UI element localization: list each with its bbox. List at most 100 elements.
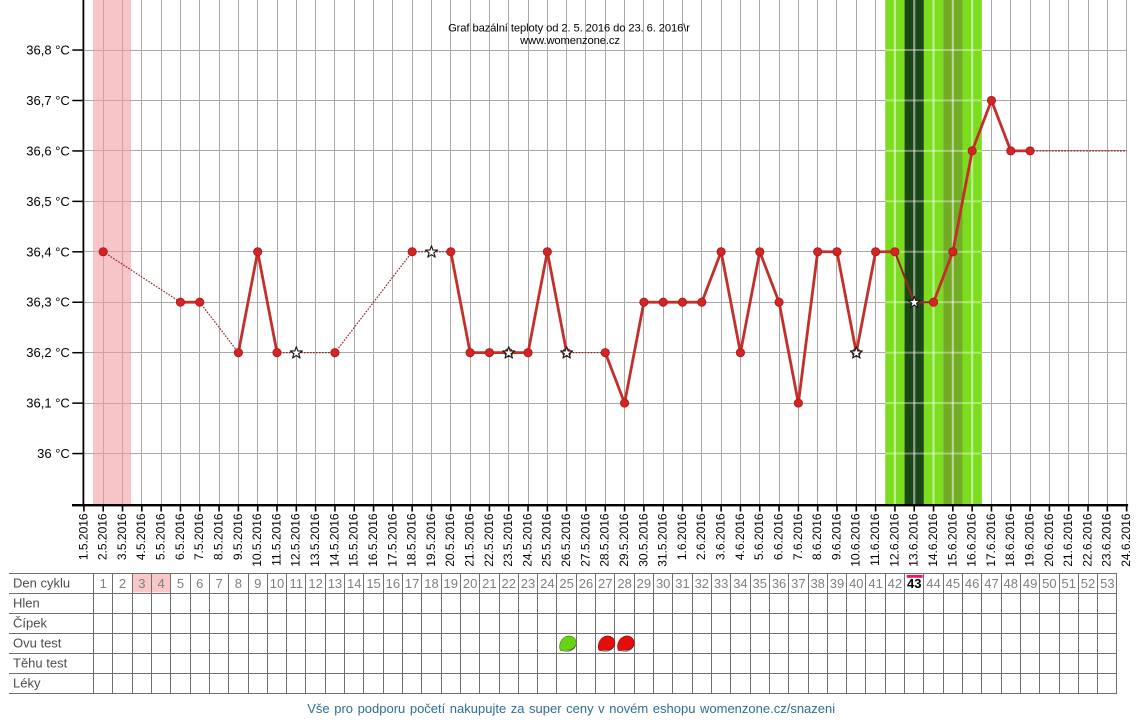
svg-text:7.6.2016: 7.6.2016 — [791, 513, 805, 560]
svg-text:www.womenzone.cz: www.womenzone.cz — [519, 35, 620, 47]
svg-text:4.6.2016: 4.6.2016 — [733, 513, 747, 560]
svg-text:36,4 °C: 36,4 °C — [26, 244, 70, 259]
svg-text:17.6.2016: 17.6.2016 — [984, 513, 998, 567]
svg-text:11.5.2016: 11.5.2016 — [269, 513, 283, 566]
svg-text:6: 6 — [196, 576, 203, 591]
svg-text:38: 38 — [810, 576, 824, 591]
svg-text:15.5.2016: 15.5.2016 — [347, 513, 361, 567]
svg-text:9: 9 — [254, 576, 261, 591]
svg-text:28.5.2016: 28.5.2016 — [598, 513, 612, 567]
svg-text:46: 46 — [965, 576, 979, 591]
svg-text:23: 23 — [521, 576, 535, 591]
svg-text:Graf bazální teploty od 2. 5.: Graf bazální teploty od 2. 5. 2016 do 23… — [448, 22, 690, 34]
svg-text:20: 20 — [463, 576, 477, 591]
svg-text:29.5.2016: 29.5.2016 — [617, 513, 631, 567]
svg-text:3.6.2016: 3.6.2016 — [714, 513, 728, 560]
svg-text:15.6.2016: 15.6.2016 — [945, 513, 959, 567]
svg-text:5.5.2016: 5.5.2016 — [154, 513, 168, 560]
svg-text:Den cyklu: Den cyklu — [13, 576, 70, 591]
svg-text:23.5.2016: 23.5.2016 — [501, 513, 515, 567]
svg-text:12: 12 — [308, 576, 322, 591]
svg-text:10.6.2016: 10.6.2016 — [849, 513, 863, 567]
svg-text:53: 53 — [1100, 576, 1114, 591]
svg-text:10.5.2016: 10.5.2016 — [250, 513, 264, 567]
svg-text:47: 47 — [984, 576, 998, 591]
svg-text:18: 18 — [424, 576, 438, 591]
svg-text:14.5.2016: 14.5.2016 — [327, 513, 341, 567]
svg-text:2.5.2016: 2.5.2016 — [96, 513, 110, 560]
svg-text:8.5.2016: 8.5.2016 — [211, 513, 225, 560]
svg-text:35: 35 — [753, 576, 767, 591]
svg-text:6.6.2016: 6.6.2016 — [771, 513, 785, 560]
svg-text:17: 17 — [405, 576, 419, 591]
svg-text:50: 50 — [1042, 576, 1056, 591]
svg-text:20.6.2016: 20.6.2016 — [1042, 513, 1056, 567]
svg-text:7: 7 — [215, 576, 222, 591]
svg-text:34: 34 — [733, 576, 747, 591]
svg-text:18.5.2016: 18.5.2016 — [405, 513, 419, 567]
svg-text:10: 10 — [270, 576, 284, 591]
svg-text:2: 2 — [119, 576, 126, 591]
svg-text:14.6.2016: 14.6.2016 — [926, 513, 940, 567]
svg-text:40: 40 — [849, 576, 863, 591]
svg-text:37: 37 — [791, 576, 805, 591]
svg-text:16.6.2016: 16.6.2016 — [965, 513, 979, 567]
svg-text:19: 19 — [444, 576, 458, 591]
svg-text:1.6.2016: 1.6.2016 — [675, 513, 689, 560]
svg-text:19.6.2016: 19.6.2016 — [1022, 513, 1036, 567]
svg-text:12.6.2016: 12.6.2016 — [887, 513, 901, 567]
svg-text:22.5.2016: 22.5.2016 — [482, 513, 496, 567]
svg-text:36,7 °C: 36,7 °C — [26, 93, 70, 108]
svg-text:36,8 °C: 36,8 °C — [26, 43, 70, 58]
svg-text:27: 27 — [598, 576, 612, 591]
svg-text:33: 33 — [714, 576, 728, 591]
svg-text:30: 30 — [656, 576, 670, 591]
svg-text:9.5.2016: 9.5.2016 — [231, 513, 245, 560]
svg-text:3: 3 — [138, 576, 145, 591]
svg-text:41: 41 — [868, 576, 882, 591]
svg-text:48: 48 — [1004, 576, 1018, 591]
svg-text:36: 36 — [772, 576, 786, 591]
svg-text:13.5.2016: 13.5.2016 — [308, 513, 322, 567]
svg-text:3.5.2016: 3.5.2016 — [115, 513, 129, 560]
svg-text:4.5.2016: 4.5.2016 — [134, 513, 148, 560]
svg-text:8.6.2016: 8.6.2016 — [810, 513, 824, 560]
svg-text:43: 43 — [907, 576, 921, 591]
svg-text:13.6.2016: 13.6.2016 — [907, 513, 921, 567]
svg-text:8: 8 — [235, 576, 242, 591]
svg-text:17.5.2016: 17.5.2016 — [385, 513, 399, 567]
svg-text:44: 44 — [926, 576, 940, 591]
svg-text:1.5.2016: 1.5.2016 — [76, 513, 90, 560]
svg-text:49: 49 — [1023, 576, 1037, 591]
svg-text:26: 26 — [579, 576, 593, 591]
svg-text:18.6.2016: 18.6.2016 — [1003, 513, 1017, 567]
svg-text:36,6 °C: 36,6 °C — [26, 143, 70, 158]
svg-text:24.5.2016: 24.5.2016 — [520, 513, 534, 567]
svg-text:Čípek: Čípek — [13, 616, 47, 631]
svg-text:26.5.2016: 26.5.2016 — [559, 513, 573, 567]
svg-text:6.5.2016: 6.5.2016 — [173, 513, 187, 560]
svg-text:Léky: Léky — [13, 676, 41, 691]
svg-text:11.6.2016: 11.6.2016 — [868, 513, 882, 566]
svg-text:19.5.2016: 19.5.2016 — [424, 513, 438, 567]
svg-text:31.5.2016: 31.5.2016 — [656, 513, 670, 567]
svg-text:30.5.2016: 30.5.2016 — [636, 513, 650, 567]
svg-text:42: 42 — [888, 576, 902, 591]
svg-text:5: 5 — [177, 576, 184, 591]
svg-text:25.5.2016: 25.5.2016 — [540, 513, 554, 567]
svg-text:15: 15 — [366, 576, 380, 591]
svg-text:Hlen: Hlen — [13, 596, 40, 611]
svg-text:29: 29 — [637, 576, 651, 591]
svg-text:39: 39 — [830, 576, 844, 591]
svg-text:24.6.2016: 24.6.2016 — [1119, 513, 1133, 567]
svg-text:32: 32 — [695, 576, 709, 591]
svg-text:2.6.2016: 2.6.2016 — [694, 513, 708, 560]
svg-text:20.5.2016: 20.5.2016 — [443, 513, 457, 567]
svg-text:14: 14 — [347, 576, 361, 591]
svg-text:Vše pro podporu početí nakupuj: Vše pro podporu početí nakupujte za supe… — [307, 701, 835, 716]
svg-text:Těhu test: Těhu test — [13, 656, 68, 671]
svg-text:21.5.2016: 21.5.2016 — [463, 513, 477, 567]
svg-text:1: 1 — [100, 576, 107, 591]
svg-text:36,1 °C: 36,1 °C — [26, 396, 70, 411]
svg-text:4: 4 — [158, 576, 165, 591]
